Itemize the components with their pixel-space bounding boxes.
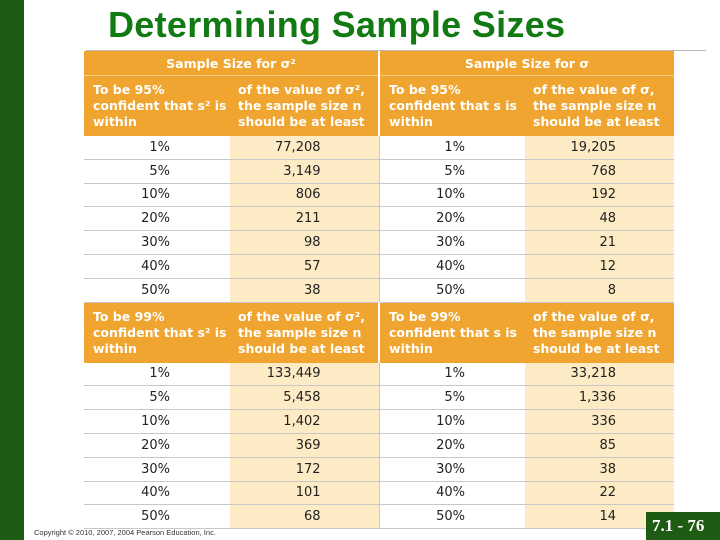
table-cell: 806 <box>230 183 380 208</box>
column-header: To be 95% confident that s is within <box>378 75 526 136</box>
column-header: of the value of σ, the sample size n sho… <box>525 302 675 363</box>
table-cell: 19,205 <box>525 136 675 160</box>
table-cell: 40% <box>84 481 230 506</box>
table-cell: 22 <box>525 481 675 506</box>
table-cell: 30% <box>84 457 230 482</box>
column-header: To be 95% confident that s² is within <box>84 75 230 136</box>
table-cell: 5% <box>378 385 526 411</box>
table-cell: 40% <box>378 481 526 506</box>
table-cell: 21 <box>525 230 675 255</box>
table-row: 5% 5,458 5% 1,336 <box>84 385 675 411</box>
table-row: 30% 172 30% 38 <box>84 457 675 482</box>
column-header: of the value of σ, the sample size n sho… <box>525 75 675 136</box>
table-cell: 68 <box>230 504 380 530</box>
table-cell: 1% <box>84 136 230 160</box>
table-cell: 8 <box>525 278 675 303</box>
table-cell: 12 <box>525 254 675 279</box>
table-row: 1% 133,449 1% 33,218 <box>84 362 675 387</box>
table-row: 50% 68 50% 14 <box>84 504 675 530</box>
table-cell: 336 <box>525 409 675 434</box>
table-cell: 50% <box>84 504 230 530</box>
table-cell: 133,449 <box>230 362 380 387</box>
table-cell: 40% <box>378 254 526 279</box>
header-variance: Sample Size for σ² <box>84 51 380 76</box>
table-cell: 10% <box>378 409 526 434</box>
table-row: 10% 1,402 10% 336 <box>84 409 675 434</box>
slide-number-box <box>646 512 720 540</box>
column-header: To be 99% confident that s is within <box>378 302 526 363</box>
table-cell: 98 <box>230 230 380 255</box>
table-cell: 172 <box>230 457 380 482</box>
table-cell: 30% <box>378 457 526 482</box>
table-cell: 369 <box>230 433 380 458</box>
table-cell: 5% <box>84 159 230 184</box>
table-top-header-row: Sample Size for σ² Sample Size for σ <box>84 51 675 76</box>
table-cell: 1,402 <box>230 409 380 434</box>
table-row: 5% 3,149 5% 768 <box>84 159 675 184</box>
table-cell: 10% <box>84 183 230 208</box>
table-cell: 192 <box>525 183 675 208</box>
sample-size-table: Sample Size for σ² Sample Size for σ To … <box>84 51 675 530</box>
table-cell: 30% <box>84 230 230 255</box>
copyright-notice: Copyright © 2010, 2007, 2004 Pearson Edu… <box>34 528 216 537</box>
table-cell: 38 <box>230 278 380 303</box>
slide-number: 7.1 - 76 <box>652 516 705 535</box>
header-std-dev: Sample Size for σ <box>378 51 675 76</box>
table-row: 50% 38 50% 8 <box>84 278 675 303</box>
divider <box>86 50 706 51</box>
table-cell: 768 <box>525 159 675 184</box>
table-cell: 1,336 <box>525 385 675 411</box>
column-header: of the value of σ², the sample size n sh… <box>230 302 380 363</box>
table-cell: 101 <box>230 481 380 506</box>
table-cell: 5% <box>378 159 526 184</box>
table-cell: 50% <box>84 278 230 303</box>
table-row: 20% 369 20% 85 <box>84 433 675 458</box>
table-cell: 77,208 <box>230 136 380 160</box>
table-cell: 1% <box>378 136 526 160</box>
table-cell: 10% <box>84 409 230 434</box>
table-cell: 40% <box>84 254 230 279</box>
table-cell: 38 <box>525 457 675 482</box>
table-cell: 3,149 <box>230 159 380 184</box>
table-row: 20% 211 20% 48 <box>84 206 675 232</box>
table-row: 30% 98 30% 21 <box>84 230 675 255</box>
table-cell: 57 <box>230 254 380 279</box>
table-cell: 1% <box>84 362 230 387</box>
table-cell: 33,218 <box>525 362 675 387</box>
table-header-row: To be 95% confident that s² is within of… <box>84 75 675 136</box>
table-header-row: To be 99% confident that s² is within of… <box>84 302 675 363</box>
table-cell: 20% <box>84 206 230 232</box>
column-header: of the value of σ², the sample size n sh… <box>230 75 380 136</box>
table-cell: 1% <box>378 362 526 387</box>
table-cell: 211 <box>230 206 380 232</box>
table-row: 40% 57 40% 12 <box>84 254 675 279</box>
table-cell: 48 <box>525 206 675 232</box>
page-title: Determining Sample Sizes <box>108 4 566 45</box>
table-cell: 50% <box>378 278 526 303</box>
table-row: 1% 77,208 1% 19,205 <box>84 136 675 160</box>
table-row: 10% 806 10% 192 <box>84 183 675 208</box>
left-accent-bar <box>0 0 24 540</box>
table-row: 40% 101 40% 22 <box>84 481 675 506</box>
column-header: To be 99% confident that s² is within <box>84 302 230 363</box>
table-cell: 10% <box>378 183 526 208</box>
table-cell: 50% <box>378 504 526 530</box>
table-cell: 20% <box>84 433 230 458</box>
table-cell: 20% <box>378 433 526 458</box>
table-cell: 30% <box>378 230 526 255</box>
table-cell: 5,458 <box>230 385 380 411</box>
table-cell: 5% <box>84 385 230 411</box>
table-cell: 85 <box>525 433 675 458</box>
table-cell: 20% <box>378 206 526 232</box>
